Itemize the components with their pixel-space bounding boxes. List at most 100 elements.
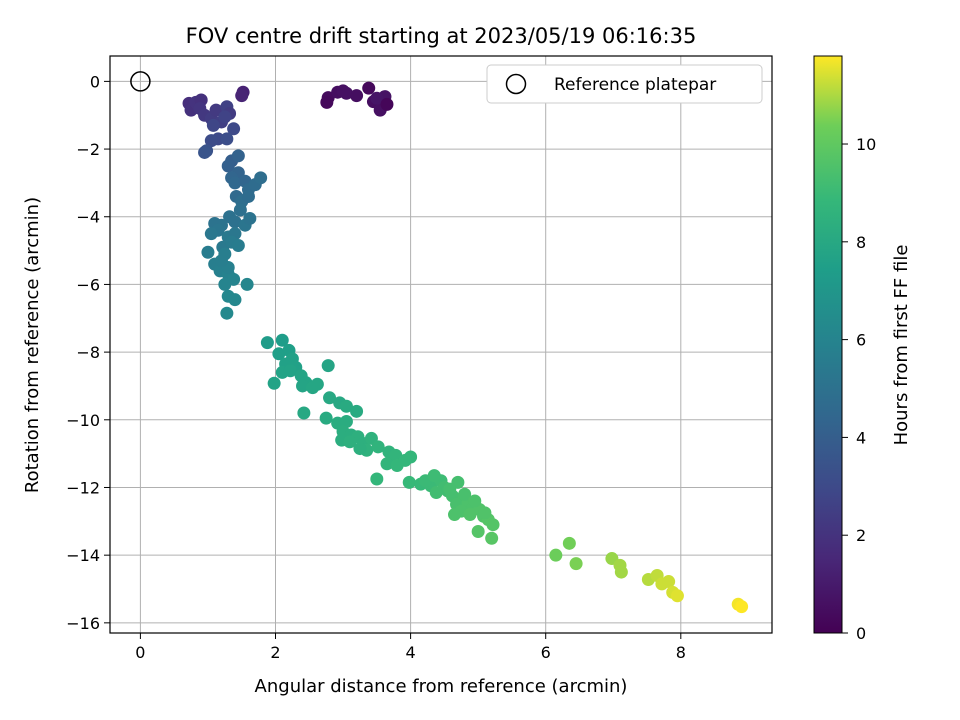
data-point [228, 176, 242, 190]
data-point [486, 518, 500, 532]
legend-box [486, 64, 763, 104]
x-tick-label: 4 [406, 643, 416, 662]
colorbar-tick-label: 6 [856, 331, 866, 350]
data-point [221, 159, 235, 173]
data-point [463, 508, 477, 522]
data-point [670, 589, 684, 603]
y-tick-label: −6 [76, 275, 100, 294]
data-point [275, 333, 289, 347]
y-axis-label: Rotation from reference (arcmin) [22, 197, 43, 493]
data-point [228, 293, 242, 307]
data-point [227, 122, 241, 136]
grid-lines [110, 56, 772, 633]
colorbar-gradient [813, 55, 843, 634]
scatter-points [182, 81, 749, 614]
colorbar-label: Hours from first FF file [891, 245, 912, 446]
data-point [471, 524, 485, 538]
reference-marker-group [130, 71, 151, 92]
y-tick-label: −14 [66, 546, 100, 565]
colorbar: 0 2 4 6 8 10 Hours from first FF file [813, 55, 912, 643]
data-point [662, 575, 676, 589]
x-axis-ticks: 0 2 4 6 8 [135, 633, 686, 662]
data-point [362, 81, 376, 95]
y-axis-ticks: 0 −2 −4 −6 −8 −10 −12 −14 −16 [66, 72, 110, 633]
data-point [370, 472, 384, 486]
data-point [336, 84, 350, 98]
colorbar-tick-label: 4 [856, 428, 866, 447]
y-tick-label: −2 [76, 140, 100, 159]
data-point [319, 411, 333, 425]
data-point [243, 211, 257, 225]
data-point [201, 245, 215, 259]
data-point [562, 536, 576, 550]
chart-title: FOV centre drift starting at 2023/05/19 … [186, 24, 697, 48]
y-tick-label: 0 [90, 72, 100, 91]
legend-label: Reference platepar [554, 75, 716, 95]
y-tick-label: −4 [76, 208, 100, 227]
colorbar-tick-label: 10 [856, 135, 876, 154]
colorbar-tick-label: 8 [856, 233, 866, 252]
data-point [218, 110, 232, 124]
y-tick-label: −16 [66, 614, 100, 633]
data-point [254, 171, 268, 185]
plot-frame [109, 55, 773, 634]
data-point [404, 450, 418, 464]
data-point [323, 391, 337, 405]
x-tick-label: 2 [270, 643, 280, 662]
data-point [478, 506, 492, 520]
data-point [235, 89, 249, 103]
colorbar-tick-label: 0 [856, 624, 866, 643]
data-point [614, 565, 628, 579]
data-point [231, 149, 245, 163]
data-point [297, 406, 311, 420]
data-point [228, 215, 242, 229]
data-point [448, 508, 462, 522]
x-axis-label: Angular distance from reference (arcmin) [255, 676, 628, 697]
reference-platepar-marker [130, 71, 151, 92]
data-point [204, 227, 218, 241]
legend: Reference platepar [486, 64, 763, 104]
data-point [206, 118, 220, 132]
x-tick-label: 0 [135, 643, 145, 662]
y-tick-label: −8 [76, 343, 100, 362]
data-point [343, 435, 357, 449]
data-point [198, 145, 212, 159]
data-point [443, 482, 457, 496]
data-point [260, 336, 274, 350]
data-point [380, 97, 394, 111]
legend-reference-marker [505, 73, 527, 95]
data-point [296, 379, 310, 393]
data-point [231, 239, 245, 253]
data-point [321, 359, 335, 373]
data-point [370, 91, 384, 105]
data-point [283, 364, 297, 378]
data-point [214, 254, 228, 268]
data-point [220, 306, 234, 320]
data-point [320, 95, 334, 109]
data-point [209, 103, 223, 117]
colorbar-tick-label: 2 [856, 526, 866, 545]
data-point [233, 203, 247, 217]
data-point [458, 487, 472, 501]
data-point [272, 347, 286, 361]
data-point [353, 442, 367, 456]
data-point [220, 132, 234, 146]
x-tick-label: 8 [676, 643, 686, 662]
data-point [241, 189, 255, 203]
y-tick-label: −12 [66, 478, 100, 497]
data-point [485, 531, 499, 545]
data-point [267, 376, 281, 390]
data-point [549, 548, 563, 562]
data-point [371, 440, 385, 454]
colorbar-ticks: 0 2 4 6 8 10 [842, 135, 876, 643]
data-point [339, 399, 353, 413]
data-point [310, 377, 324, 391]
data-point [569, 557, 583, 571]
data-point [350, 404, 364, 418]
x-tick-label: 6 [541, 643, 551, 662]
data-point [350, 89, 364, 103]
data-point [339, 414, 353, 428]
data-point [240, 277, 254, 291]
data-point [204, 134, 218, 148]
